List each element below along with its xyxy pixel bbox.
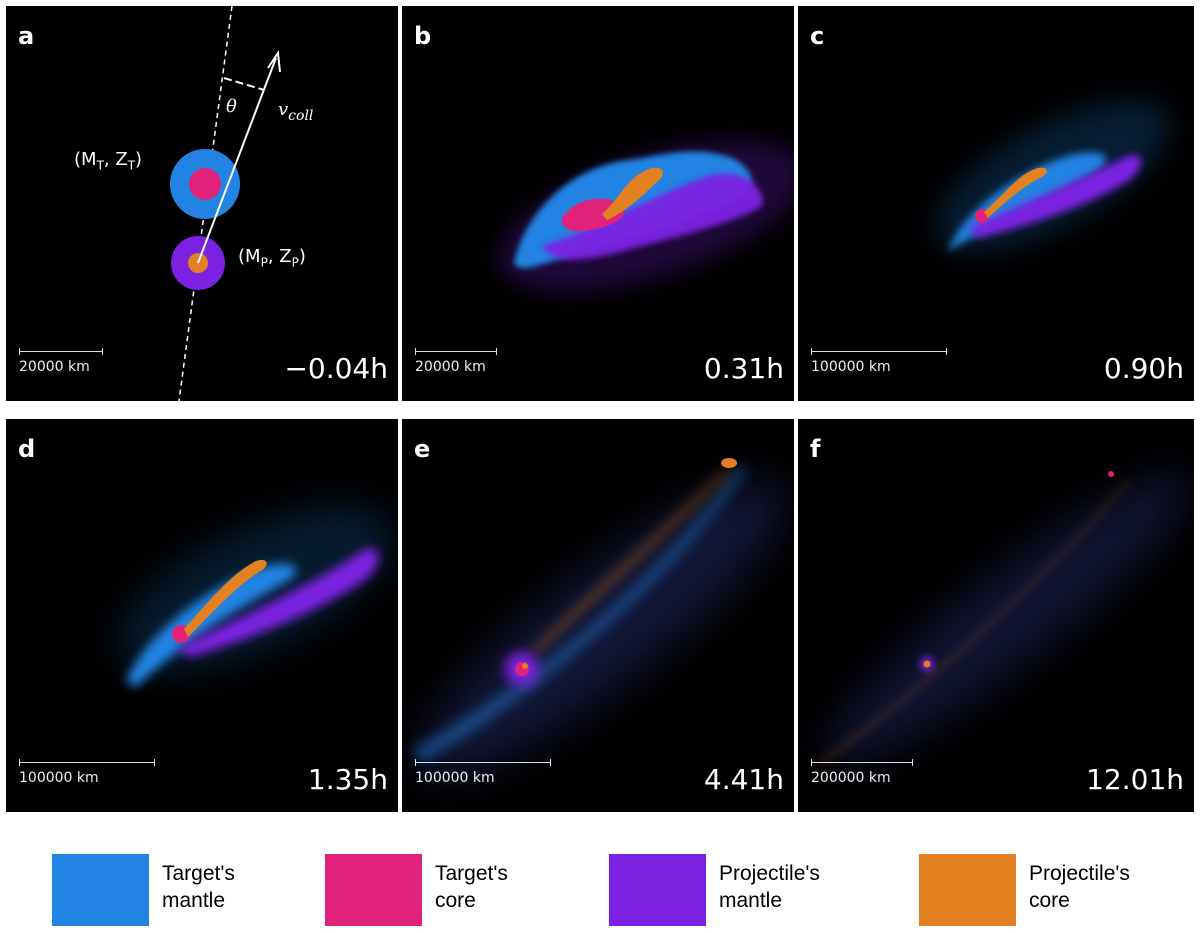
panel-d: d 100000 km 1.35h: [6, 419, 398, 812]
projectile-params-label: (MP, ZP): [238, 246, 306, 270]
projectile-core-clump: [1108, 471, 1114, 477]
legend-swatch: [52, 854, 149, 926]
legend-label: Target's core: [435, 862, 508, 912]
panel-label: c: [810, 22, 825, 50]
time-label: 0.31h: [703, 352, 784, 385]
legend-label: Projectile's core: [1029, 862, 1130, 912]
vcoll-label: vcoll: [278, 99, 314, 124]
target-params-label: (MT, ZT): [74, 149, 143, 173]
simulation-snapshot-c: [935, 100, 1171, 252]
time-label: 4.41h: [703, 763, 784, 796]
simulation-snapshot-b: [498, 140, 794, 292]
panel-f: f 200000 km 12.01h: [798, 419, 1194, 812]
target-core: [189, 168, 221, 200]
projectile-core-stream: [602, 167, 664, 220]
time-label: 1.35h: [307, 763, 388, 796]
panel-c: c 100000 km 0.90h: [798, 6, 1194, 401]
panel-e: e 100000 km 4.41h: [402, 419, 794, 812]
projectile-core-stream: [184, 559, 267, 637]
scale-bar: 100000 km: [811, 348, 947, 375]
panel-label: d: [18, 435, 36, 463]
projectile-mantle-debris: [542, 173, 763, 260]
projectile-mantle-debris: [176, 548, 379, 657]
target-core-blob: [561, 198, 625, 232]
scale-bar: 100000 km: [19, 759, 155, 786]
legend-swatch: [325, 854, 422, 926]
theta-label: θ: [226, 96, 237, 117]
panel-label: b: [414, 22, 432, 50]
scale-bar: 100000 km: [415, 759, 551, 786]
legend-swatch: [919, 854, 1016, 926]
projectile-core-stream: [984, 167, 1047, 218]
panel-a: a θ vcoll (MT, ZT) (MP, ZP) 20000 km −0.…: [6, 6, 398, 401]
scale-bar: 20000 km: [415, 348, 497, 375]
legend-swatch: [609, 854, 706, 926]
scale-bar: 200000 km: [811, 759, 913, 786]
angle-marker: [223, 77, 265, 91]
simulation-snapshot-f: [818, 471, 1192, 767]
time-label: 0.90h: [1103, 352, 1184, 385]
projectile-core-clump: [721, 458, 737, 468]
scale-bar: 20000 km: [19, 348, 103, 375]
legend-label: Projectile's mantle: [719, 862, 820, 912]
simulation-snapshot-e: [412, 458, 787, 778]
panel-label: f: [810, 435, 821, 463]
panel-label: a: [18, 22, 35, 50]
projectile-core-stream: [532, 467, 732, 655]
velocity-arrow: [197, 57, 277, 264]
time-label: −0.04h: [284, 352, 388, 385]
debris-arm: [412, 464, 747, 764]
legend-label: Target's mantle: [162, 862, 235, 912]
debris-arm: [818, 479, 1132, 767]
velocity-arrowhead: [267, 50, 281, 73]
panel-label: e: [414, 435, 431, 463]
time-label: 12.01h: [1086, 763, 1184, 796]
target-mantle-debris: [126, 563, 297, 687]
projectile-mantle-debris: [968, 155, 1142, 238]
panel-b: b 20000 km 0.31h: [402, 6, 794, 401]
collision-setup-diagram: [170, 6, 281, 401]
simulation-snapshot-d: [117, 505, 395, 687]
